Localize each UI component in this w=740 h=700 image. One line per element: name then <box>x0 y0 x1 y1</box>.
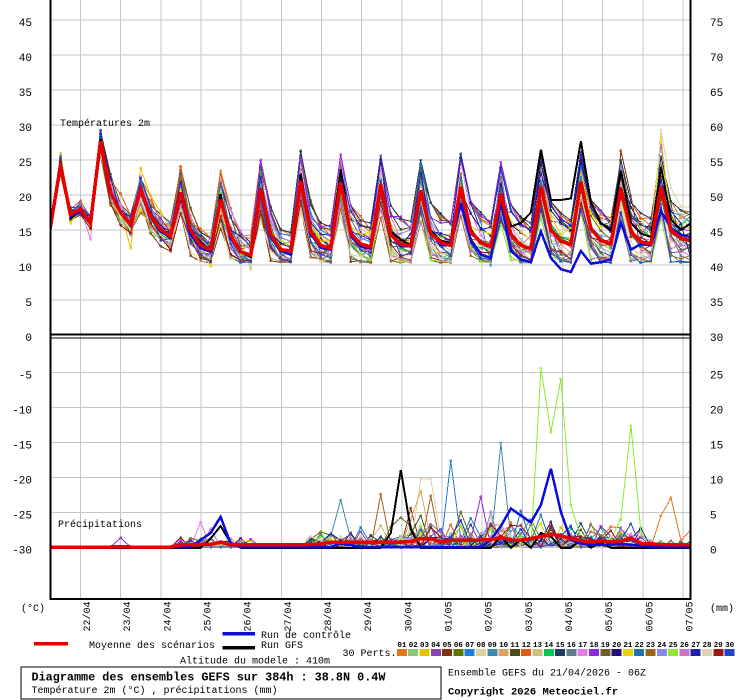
svg-text:(°C): (°C) <box>21 603 45 615</box>
svg-text:Moyenne des scénarios: Moyenne des scénarios <box>89 640 215 652</box>
svg-text:5: 5 <box>710 511 717 523</box>
svg-text:20: 20 <box>19 193 32 205</box>
svg-text:Altitude du modele : 410m: Altitude du modele : 410m <box>180 656 330 668</box>
svg-text:0: 0 <box>25 333 32 345</box>
svg-text:02/05: 02/05 <box>484 601 496 631</box>
svg-text:0: 0 <box>710 546 717 558</box>
svg-text:27/04: 27/04 <box>283 601 295 631</box>
svg-text:30: 30 <box>19 123 32 135</box>
svg-text:60: 60 <box>710 123 723 135</box>
svg-text:40: 40 <box>710 263 723 275</box>
svg-text:5: 5 <box>25 298 32 310</box>
svg-text:06/05: 06/05 <box>644 601 656 631</box>
svg-text:30/04: 30/04 <box>403 601 415 631</box>
svg-text:-5: -5 <box>19 371 32 383</box>
svg-text:-10: -10 <box>12 406 32 418</box>
svg-text:27: 27 <box>691 642 700 650</box>
svg-text:45: 45 <box>710 228 723 240</box>
svg-text:13: 13 <box>533 642 543 650</box>
svg-text:12: 12 <box>522 642 532 650</box>
svg-text:01/05: 01/05 <box>444 601 456 631</box>
svg-text:-25: -25 <box>12 511 32 523</box>
svg-text:Run GFS: Run GFS <box>261 641 303 652</box>
svg-text:25: 25 <box>710 371 723 383</box>
svg-text:25: 25 <box>19 158 32 170</box>
svg-text:29/04: 29/04 <box>363 601 375 631</box>
svg-text:29: 29 <box>714 642 724 650</box>
svg-text:35: 35 <box>710 298 723 310</box>
svg-text:06: 06 <box>454 642 464 650</box>
svg-text:15: 15 <box>710 441 723 453</box>
svg-text:04: 04 <box>431 642 441 650</box>
svg-text:20: 20 <box>612 642 622 650</box>
svg-text:28: 28 <box>702 642 712 650</box>
svg-text:-30: -30 <box>12 546 32 558</box>
svg-text:30: 30 <box>725 642 735 650</box>
svg-text:11: 11 <box>510 642 520 650</box>
svg-text:21: 21 <box>623 642 633 650</box>
svg-text:Températures 2m: Températures 2m <box>60 118 150 130</box>
svg-text:Copyright 2026 Meteociel.fr: Copyright 2026 Meteociel.fr <box>448 687 618 699</box>
svg-text:45: 45 <box>19 18 32 30</box>
svg-text:09: 09 <box>488 642 498 650</box>
svg-text:02: 02 <box>409 642 419 650</box>
svg-text:22: 22 <box>635 642 645 650</box>
svg-text:19: 19 <box>601 642 611 650</box>
svg-text:26/04: 26/04 <box>243 601 255 631</box>
svg-text:18: 18 <box>589 642 599 650</box>
svg-text:-20: -20 <box>12 476 32 488</box>
svg-text:30 Perts.: 30 Perts. <box>343 649 397 660</box>
svg-text:Ensemble GEFS du 21/04/2026 -: Ensemble GEFS du 21/04/2026 - 06Z <box>448 668 646 680</box>
svg-text:10: 10 <box>710 476 723 488</box>
svg-text:23/04: 23/04 <box>122 601 134 631</box>
svg-text:07/05: 07/05 <box>685 601 697 631</box>
svg-text:24/04: 24/04 <box>162 601 174 631</box>
svg-text:17: 17 <box>578 642 587 650</box>
svg-text:Température 2m (°C) , précipit: Température 2m (°C) , précipitations (mm… <box>32 685 278 697</box>
svg-text:75: 75 <box>710 18 723 30</box>
svg-text:65: 65 <box>710 88 723 100</box>
svg-text:15: 15 <box>556 642 566 650</box>
svg-text:Run de contrôle: Run de contrôle <box>261 630 351 642</box>
svg-text:05: 05 <box>443 642 453 650</box>
svg-text:23: 23 <box>646 642 656 650</box>
svg-text:15: 15 <box>19 228 32 240</box>
svg-text:24: 24 <box>657 642 667 650</box>
svg-text:20: 20 <box>710 406 723 418</box>
svg-text:25: 25 <box>669 642 679 650</box>
svg-text:70: 70 <box>710 53 723 65</box>
svg-text:07: 07 <box>465 642 474 650</box>
svg-text:35: 35 <box>19 88 32 100</box>
svg-text:40: 40 <box>19 53 32 65</box>
svg-text:26: 26 <box>680 642 690 650</box>
svg-text:14: 14 <box>544 642 554 650</box>
svg-text:50: 50 <box>710 193 723 205</box>
svg-text:10: 10 <box>19 263 32 275</box>
svg-text:03: 03 <box>420 642 430 650</box>
svg-text:22/04: 22/04 <box>82 601 94 631</box>
svg-text:04/05: 04/05 <box>564 601 576 631</box>
svg-text:03/05: 03/05 <box>524 601 536 631</box>
svg-text:Diagramme des ensembles GEFS s: Diagramme des ensembles GEFS sur 384h : … <box>32 671 387 685</box>
svg-text:30: 30 <box>710 333 723 345</box>
svg-text:01: 01 <box>397 642 407 650</box>
svg-text:08: 08 <box>476 642 486 650</box>
svg-text:10: 10 <box>499 642 509 650</box>
svg-text:55: 55 <box>710 158 723 170</box>
svg-text:Précipitations: Précipitations <box>58 519 142 531</box>
svg-text:25/04: 25/04 <box>203 601 215 631</box>
svg-text:05/05: 05/05 <box>604 601 616 631</box>
svg-text:16: 16 <box>567 642 577 650</box>
svg-text:-15: -15 <box>12 441 32 453</box>
svg-text:28/04: 28/04 <box>323 601 335 631</box>
svg-text:(mm): (mm) <box>710 603 734 615</box>
